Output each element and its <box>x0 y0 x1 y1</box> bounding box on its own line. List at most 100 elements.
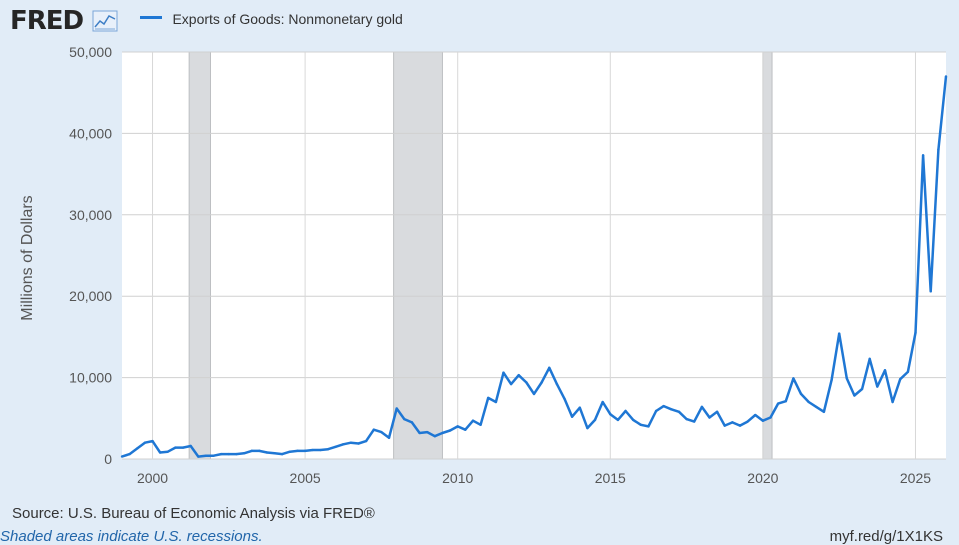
data-point <box>662 404 665 408</box>
data-point <box>372 428 375 431</box>
data-point <box>921 154 925 157</box>
x-tick-label: 2010 <box>442 470 473 486</box>
data-point <box>258 449 261 453</box>
data-point <box>799 392 803 396</box>
data-point <box>174 446 177 449</box>
data-point <box>570 415 574 418</box>
data-point <box>685 417 688 421</box>
data-point <box>700 405 704 409</box>
line-chart-icon <box>92 10 118 37</box>
data-point <box>319 448 322 452</box>
data-point <box>586 426 589 430</box>
data-point <box>181 446 185 449</box>
plot-area <box>122 52 946 459</box>
data-point <box>227 452 231 456</box>
data-point <box>624 409 627 413</box>
y-tick-label: 0 <box>104 451 112 467</box>
data-point <box>738 424 742 427</box>
data-point <box>143 441 147 444</box>
data-point <box>357 442 360 445</box>
data-point <box>151 439 154 443</box>
data-point <box>494 400 498 404</box>
y-tick-label: 20,000 <box>69 288 112 304</box>
legend-swatch <box>140 16 162 20</box>
data-point <box>380 430 383 434</box>
data-point <box>639 423 643 427</box>
data-point <box>883 369 887 372</box>
data-point <box>860 387 864 391</box>
data-point <box>349 441 353 444</box>
recession-band <box>188 51 212 460</box>
data-point <box>326 448 330 451</box>
data-point <box>128 452 131 456</box>
data-point <box>616 418 620 422</box>
data-point <box>219 452 223 456</box>
data-point <box>403 417 406 421</box>
data-point <box>792 377 795 380</box>
data-point <box>876 385 879 388</box>
data-point <box>158 451 162 454</box>
data-point <box>837 332 841 335</box>
data-point <box>776 402 780 405</box>
gridlines <box>122 51 946 460</box>
data-point <box>693 420 696 423</box>
data-point <box>456 425 459 428</box>
data-point <box>235 452 238 456</box>
data-point <box>601 400 604 404</box>
data-point <box>166 450 169 453</box>
data-point <box>395 407 398 410</box>
data-point <box>944 75 948 78</box>
data-point <box>502 371 505 374</box>
data-point <box>555 382 559 386</box>
data-point <box>609 413 612 416</box>
data-point <box>464 428 467 431</box>
y-axis-title: Millions of Dollars <box>19 195 36 320</box>
data-point <box>296 449 299 453</box>
data-point <box>471 419 475 422</box>
fred-logo[interactable]: FRED <box>10 6 118 36</box>
data-point <box>807 400 810 404</box>
data-point <box>425 430 429 434</box>
data-point <box>532 392 536 396</box>
data-point <box>525 381 528 384</box>
data-point <box>334 445 337 448</box>
data-point <box>189 444 192 448</box>
data-point <box>410 421 414 424</box>
data-point <box>273 452 276 455</box>
data-point <box>517 373 520 377</box>
data-point <box>387 436 391 440</box>
recession-band <box>762 51 773 460</box>
data-point <box>120 455 124 458</box>
data-point <box>433 435 437 438</box>
data-point <box>761 419 765 422</box>
data-point <box>265 451 269 454</box>
data-point <box>746 420 749 423</box>
data-point <box>479 423 482 427</box>
data-point <box>929 290 932 293</box>
data-point <box>822 410 826 413</box>
data-point <box>197 455 200 458</box>
recession-band <box>393 51 443 460</box>
chart-legend: Exports of Goods: Nonmonetary gold <box>140 10 403 30</box>
data-point <box>448 429 452 432</box>
data-point <box>845 377 849 380</box>
data-point <box>937 148 940 151</box>
data-point <box>303 449 307 453</box>
recession-note-link[interactable]: Shaded areas indicate U.S. recessions. <box>0 528 263 545</box>
y-tick-label: 40,000 <box>69 125 112 141</box>
short-url-link[interactable]: myf.red/g/1X1KS <box>829 528 943 545</box>
data-point <box>868 357 871 361</box>
data-point <box>769 416 772 419</box>
chart-header: FRED Exports of Goods: Nonmonetary gold <box>0 0 959 40</box>
data-point <box>250 449 253 453</box>
data-point <box>784 400 787 403</box>
data-point <box>631 418 635 422</box>
data-point <box>731 421 734 424</box>
data-point <box>654 409 658 413</box>
data-point <box>364 439 368 443</box>
data-point <box>670 408 673 411</box>
data-point <box>548 366 551 370</box>
y-tick-label: 30,000 <box>69 207 112 223</box>
data-point <box>441 431 444 435</box>
data-point <box>715 410 719 413</box>
